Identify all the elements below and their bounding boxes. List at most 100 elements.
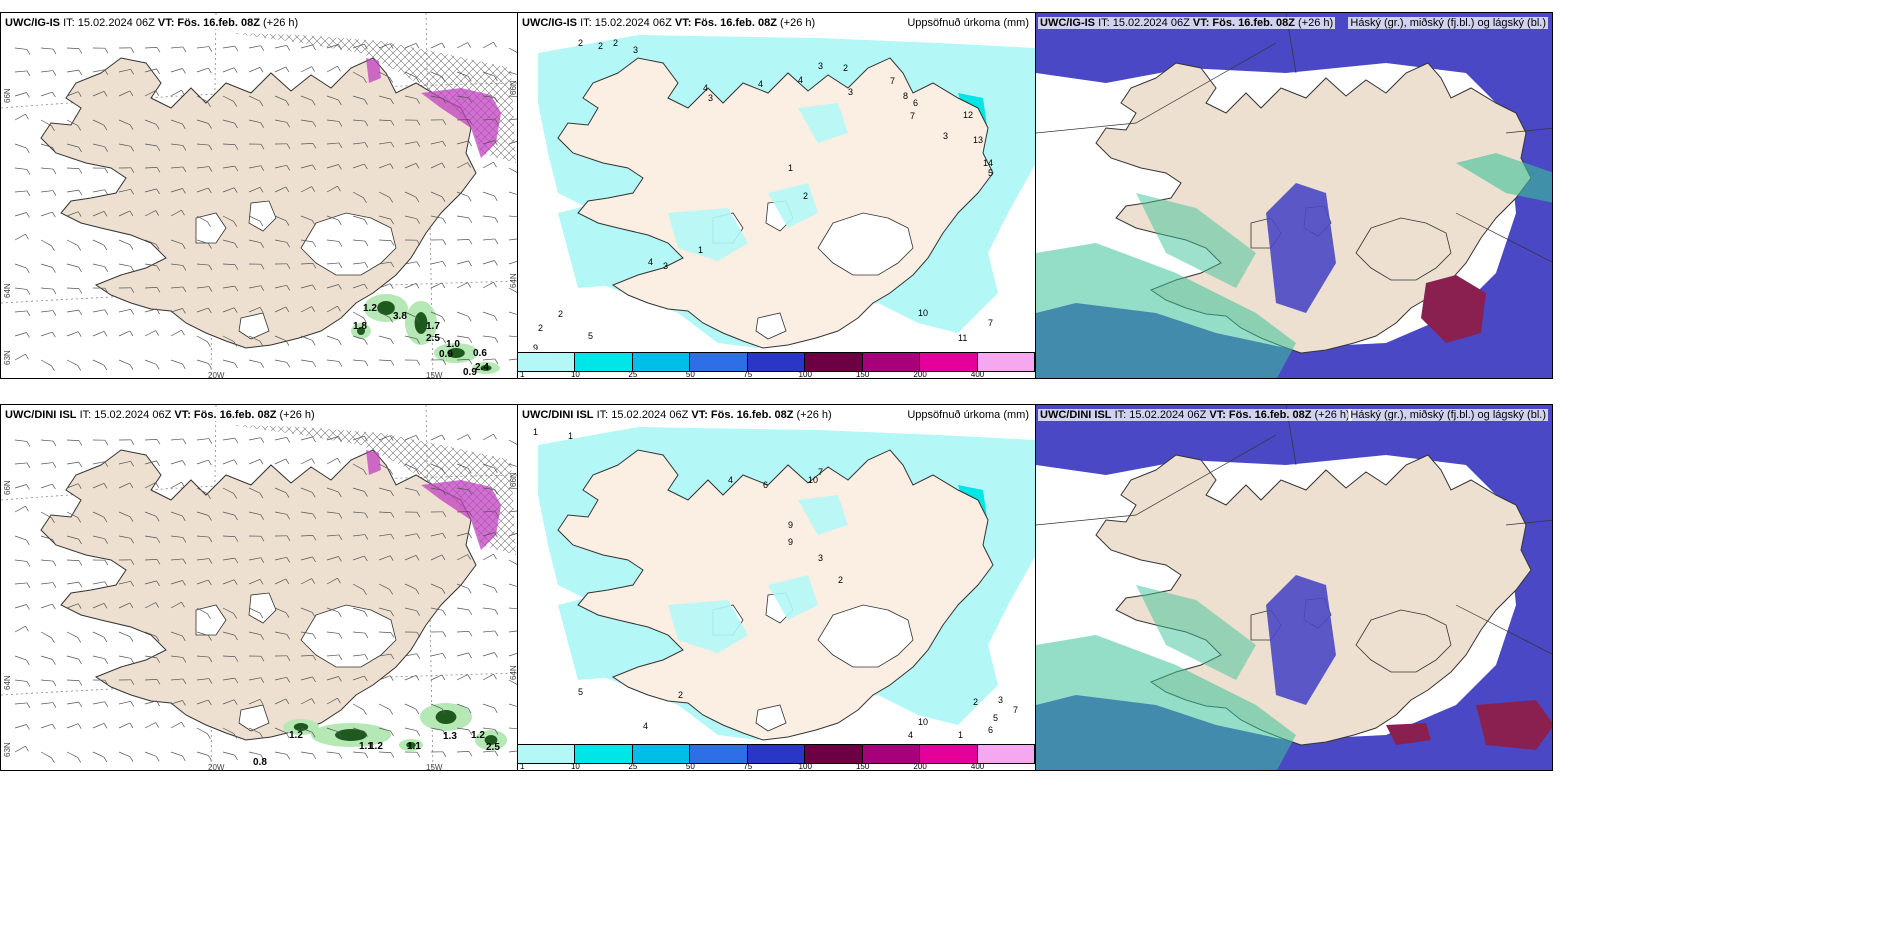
wind-barb-feather — [103, 124, 108, 131]
colorbar-swatch — [632, 353, 691, 371]
value-label: 3 — [663, 261, 669, 271]
wind-barb — [326, 676, 339, 681]
wind-barb — [456, 140, 469, 145]
wind-barb — [222, 307, 235, 313]
value-label: 0.6 — [473, 348, 487, 359]
wind-barb — [196, 438, 209, 441]
wind-barb-feather — [286, 437, 290, 443]
wind-barb — [300, 186, 312, 193]
wind-barb-feather — [364, 534, 369, 540]
wind-barb — [300, 215, 313, 221]
wind-barb-feather — [51, 245, 55, 251]
wind-barb-feather — [364, 435, 368, 442]
wind-barb-feather — [260, 557, 265, 563]
wind-barb — [274, 186, 287, 193]
value-label: 0.9 — [439, 349, 453, 360]
wind-barb — [456, 674, 468, 681]
wind-barb-feather — [390, 360, 395, 366]
wind-barb-feather — [52, 70, 57, 76]
wind-barb — [378, 533, 391, 537]
wind-barb — [482, 607, 495, 610]
wind-barb-feather — [442, 239, 447, 245]
wind-barb-feather — [338, 436, 342, 442]
wind-barb — [482, 750, 495, 753]
precip-core — [435, 710, 457, 724]
value-label: 2 — [598, 41, 604, 51]
glacier-outline — [1355, 217, 1452, 281]
wind-barb-feather — [130, 69, 134, 75]
wind-barb — [404, 727, 417, 732]
wind-barb — [456, 359, 470, 361]
wind-barb-feather — [156, 657, 161, 664]
wind-barb-feather — [155, 364, 160, 370]
wind-barb-feather — [103, 723, 108, 729]
wind-barb-feather — [494, 707, 498, 714]
wind-barb-feather — [208, 144, 213, 151]
wind-barb — [300, 263, 314, 265]
wind-barb — [378, 215, 391, 220]
wind-barb-feather — [156, 679, 161, 685]
wind-barb-feather — [208, 755, 212, 761]
wind-barb-feather — [207, 221, 211, 227]
wind-barb-feather — [208, 67, 212, 74]
wind-barb — [66, 359, 78, 366]
wind-barb — [248, 66, 261, 73]
wind-barb — [404, 282, 417, 289]
wind-barb — [274, 578, 287, 585]
wind-barb-feather — [390, 98, 394, 105]
colorbar-label: 400 — [970, 762, 985, 771]
wind-barb-feather — [182, 145, 187, 151]
wind-barb — [222, 239, 235, 244]
wind-barb-feather — [78, 581, 83, 588]
low-cloud-area — [1386, 723, 1431, 745]
wind-barb — [300, 44, 313, 49]
wind-barb — [170, 46, 183, 49]
wind-barb-feather — [312, 535, 317, 541]
hatched-area — [231, 425, 516, 555]
wind-barb — [326, 142, 339, 145]
wind-barb-feather — [364, 654, 369, 660]
wind-barb — [456, 463, 469, 469]
wind-barb-feather — [389, 77, 393, 83]
wind-barb-feather — [26, 659, 30, 666]
snowfall-area — [421, 480, 501, 550]
wind-barb — [300, 607, 313, 613]
glacier-area — [238, 312, 270, 340]
wind-barb — [482, 673, 494, 681]
wind-barb-feather — [442, 511, 447, 517]
wind-barb-feather — [26, 70, 31, 77]
wind-barb — [404, 215, 417, 220]
snowfall-area — [366, 58, 381, 83]
wind-barb — [118, 631, 131, 638]
wind-barb — [404, 42, 417, 49]
wind-barb — [456, 554, 468, 561]
wind-barb — [378, 311, 390, 318]
wind-barb-feather — [311, 612, 316, 618]
wind-barb-feather — [234, 122, 238, 129]
wind-barb — [196, 215, 208, 223]
wind-barb — [482, 358, 495, 361]
value-label: 6 — [763, 480, 769, 490]
high-cloud-band — [1136, 193, 1256, 288]
wind-barb — [274, 727, 287, 734]
wind-barb — [456, 311, 469, 317]
wind-barb — [40, 239, 52, 247]
wind-barb — [196, 607, 208, 615]
wind-barb — [508, 750, 517, 753]
wind-barbs — [14, 433, 517, 763]
wind-barb-feather — [25, 354, 29, 360]
wind-barb-feather — [130, 701, 134, 707]
glacier-area — [300, 212, 397, 276]
wind-barb-feather — [208, 264, 213, 271]
wind-barb — [66, 331, 79, 337]
wind-barb — [118, 655, 131, 659]
value-label: 3 — [818, 61, 824, 71]
value-label: 14 — [983, 158, 994, 168]
wind-barb — [170, 143, 183, 146]
wind-barb-feather — [104, 146, 108, 152]
wind-barb — [118, 580, 131, 585]
wind-barb — [222, 67, 235, 73]
iceland-landmass — [40, 449, 477, 741]
wind-barb-feather — [312, 655, 317, 661]
wind-barb — [222, 187, 235, 193]
